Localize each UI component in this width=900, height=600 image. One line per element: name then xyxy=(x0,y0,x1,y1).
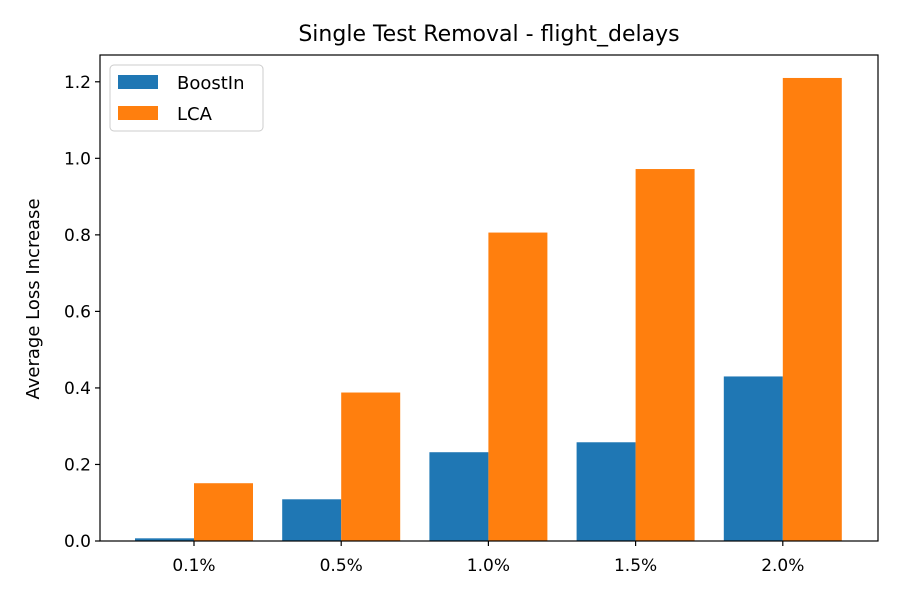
bar-lca-1 xyxy=(341,392,401,541)
legend-label-lca: LCA xyxy=(177,104,213,125)
x-tick-label: 2.0% xyxy=(761,556,804,576)
bar-lca-4 xyxy=(782,77,842,541)
bar-boostin-3 xyxy=(576,442,636,541)
y-axis-ticks: 0.0 0.2 0.4 0.6 0.8 1.0 1.2 xyxy=(64,73,100,552)
legend-label-boostin: BoostIn xyxy=(177,73,245,94)
plot-area-frame xyxy=(99,54,879,542)
chart-title: Single Test Removal - flight_delays xyxy=(298,22,679,47)
bar-boostin-4 xyxy=(723,376,783,541)
bar-lca-3 xyxy=(635,169,695,542)
y-tick-label: 0.0 xyxy=(64,532,91,552)
legend-swatch-boostin xyxy=(118,75,158,89)
y-tick-label: 1.2 xyxy=(64,73,91,93)
bar-boostin-2 xyxy=(429,452,489,541)
legend: BoostIn LCA xyxy=(109,64,264,132)
y-tick-label: 0.4 xyxy=(64,379,91,399)
y-axis-label: Average Loss Increase xyxy=(23,198,44,399)
y-tick-label: 0.2 xyxy=(64,455,91,475)
bar-lca-0 xyxy=(194,483,253,541)
y-tick-label: 0.8 xyxy=(64,226,91,246)
x-axis-ticks: 0.1% 0.5% 1.0% 1.5% 2.0% xyxy=(172,541,804,576)
y-tick-label: 1.0 xyxy=(64,149,91,169)
x-tick-label: 1.5% xyxy=(614,556,657,576)
x-tick-label: 0.1% xyxy=(172,556,215,576)
legend-swatch-lca xyxy=(118,106,158,120)
bar-boostin-1 xyxy=(282,499,342,541)
bar-lca-2 xyxy=(488,232,548,542)
bars-group xyxy=(135,77,842,542)
x-tick-label: 0.5% xyxy=(320,556,363,576)
bar-boostin-0 xyxy=(135,538,194,541)
x-tick-label: 1.0% xyxy=(467,556,510,576)
y-tick-label: 0.6 xyxy=(64,302,91,322)
